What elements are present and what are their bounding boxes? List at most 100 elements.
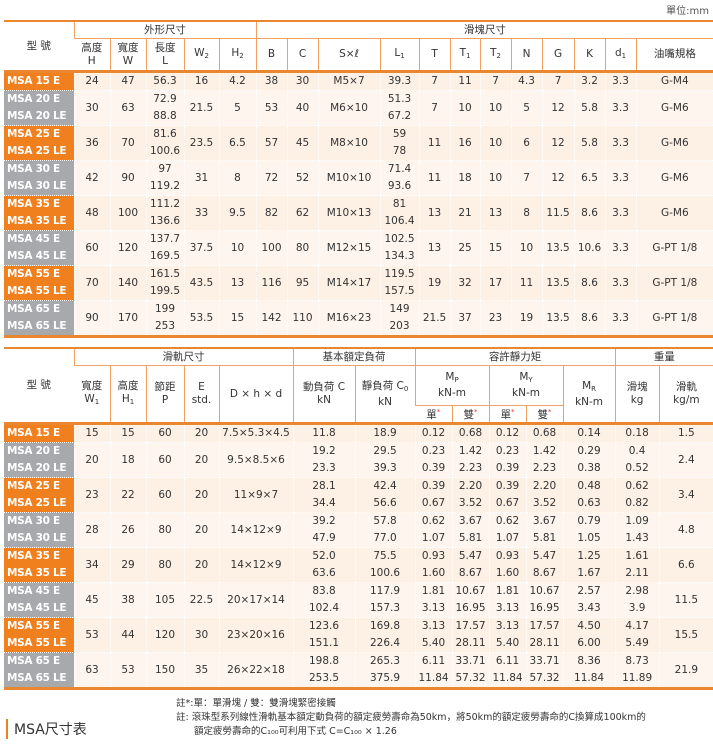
value-cell: 0.12: [488, 423, 527, 443]
value: 0.62: [495, 515, 520, 527]
column-header: 靜負荷 C0 kN: [354, 365, 416, 424]
column-header: MR kN-m: [562, 365, 616, 424]
value: 253: [154, 320, 176, 332]
asterisk-mark: *: [474, 408, 478, 416]
value-cell: 8.6: [573, 300, 606, 337]
value-cell: 95: [286, 265, 319, 301]
header-text: 動負荷 C: [302, 381, 346, 393]
value-cell: 33.71 57.32: [451, 652, 490, 689]
value: 149: [389, 303, 410, 315]
model-cell: MSA 35 E MSA 35 LE: [4, 195, 74, 231]
value: 28.11: [529, 637, 560, 649]
value-cell: G-M6: [635, 125, 713, 161]
value-cell: 6.6: [658, 547, 713, 583]
value-cell: 20: [183, 477, 219, 513]
value-cell: M5×7: [317, 71, 381, 91]
model-name: MSA 20 E: [7, 93, 60, 105]
value: 5.47: [532, 550, 557, 562]
value-cell: 28: [73, 512, 110, 548]
table-row: MSA 30 E MSA 30 LE 42 90 97 119.2 31 8 72 52 M10×1…: [4, 160, 713, 196]
model-cell: MSA 15 E: [4, 71, 74, 91]
value-cell: 6.5: [573, 160, 606, 196]
model-name: MSA 30 LE: [7, 180, 67, 192]
value-cell: 116: [255, 265, 288, 301]
value: 203: [389, 320, 410, 332]
header-text: 長度: [154, 41, 176, 54]
asterisk-mark: *: [436, 408, 441, 416]
value-cell: 11: [510, 265, 543, 301]
value-cell: 21.5: [418, 300, 451, 337]
model-name: MSA 20 LE: [7, 110, 67, 122]
value-cell: 105: [145, 582, 184, 618]
value: 102.5: [384, 233, 415, 245]
value-cell: 3.13 5.40: [488, 617, 527, 653]
value-cell: 13: [418, 230, 451, 266]
column-header: B: [255, 38, 288, 72]
value: 0.82: [625, 497, 649, 509]
value: 75.5: [373, 550, 397, 562]
header-text: D × h × d: [229, 387, 283, 400]
value: 63.6: [312, 567, 336, 579]
value-cell: 10.6: [573, 230, 606, 266]
value-cell: 45: [286, 125, 319, 161]
value-cell: 8: [510, 195, 543, 231]
model-cell: MSA 45 E MSA 45 LE: [4, 582, 74, 618]
value: 123.6: [309, 620, 340, 632]
model-name: MSA 25 LE: [7, 145, 67, 157]
value: 11.84: [418, 672, 449, 684]
model-cell: MSA 20 E MSA 20 LE: [4, 90, 74, 126]
double-block-header: 雙*: [451, 405, 490, 424]
value-cell: M12×15: [317, 230, 381, 266]
value: 0.38: [577, 462, 601, 474]
value-cell: 3.67 5.81: [525, 512, 564, 548]
value: 161.5: [149, 268, 181, 280]
value-cell: 10: [218, 230, 257, 266]
value-cell: 110: [286, 300, 319, 337]
model-name: MSA 55 LE: [7, 637, 67, 649]
value-cell: 199 253: [145, 300, 184, 337]
value-cell: 81 106.4: [379, 195, 420, 231]
value-cell: 40: [286, 90, 319, 126]
value-cell: 0.23 0.39: [488, 442, 527, 478]
value: 2.20: [458, 480, 483, 492]
value-cell: 10.67 16.95: [525, 582, 564, 618]
value-cell: 5.47 8.67: [525, 547, 564, 583]
value-cell: 123.6 151.1: [292, 617, 356, 653]
value: 6.11: [495, 655, 520, 667]
value-cell: 38: [255, 71, 288, 91]
table-row: MSA 35 E MSA 35 LE 34 29 80 20 14×12×9 52.0 63.6…: [4, 547, 713, 583]
value-cell: 6.11 11.84: [414, 652, 453, 689]
header-text: 寬度: [81, 379, 103, 392]
value-cell: 36: [73, 125, 110, 161]
value-cell: 37: [449, 300, 481, 337]
model-cell: MSA 30 E MSA 30 LE: [4, 512, 74, 548]
value: 169.8: [370, 620, 401, 632]
value-cell: 16: [183, 71, 219, 91]
value: 0.48: [577, 480, 601, 492]
header-text: T: [459, 46, 466, 59]
subscript: P: [454, 376, 459, 384]
value-cell: 4.2: [218, 71, 257, 91]
subscript: 1: [94, 397, 100, 406]
value: 100.6: [370, 567, 401, 579]
value: 2.11: [625, 567, 649, 579]
value-cell: 2.20 3.52: [525, 477, 564, 513]
header-text: B: [267, 48, 276, 60]
value-cell: 20×17×14: [218, 582, 294, 618]
value-cell: M6×10: [317, 90, 381, 126]
model-cell: MSA 65 E MSA 65 LE: [4, 300, 74, 337]
value: 0.67: [421, 497, 446, 509]
value: 3.52: [532, 497, 557, 509]
column-header: N: [510, 38, 543, 72]
asterisk-mark: *: [548, 408, 552, 416]
value-cell: 15: [73, 423, 110, 443]
value-cell: 170: [109, 300, 146, 337]
value: 3.13: [495, 602, 520, 614]
value-cell: 100: [109, 195, 146, 231]
value: 1.60: [421, 567, 446, 579]
value: 102.4: [309, 602, 340, 614]
value-cell: 52.0 63.6: [292, 547, 356, 583]
value: 0.23: [421, 445, 446, 457]
